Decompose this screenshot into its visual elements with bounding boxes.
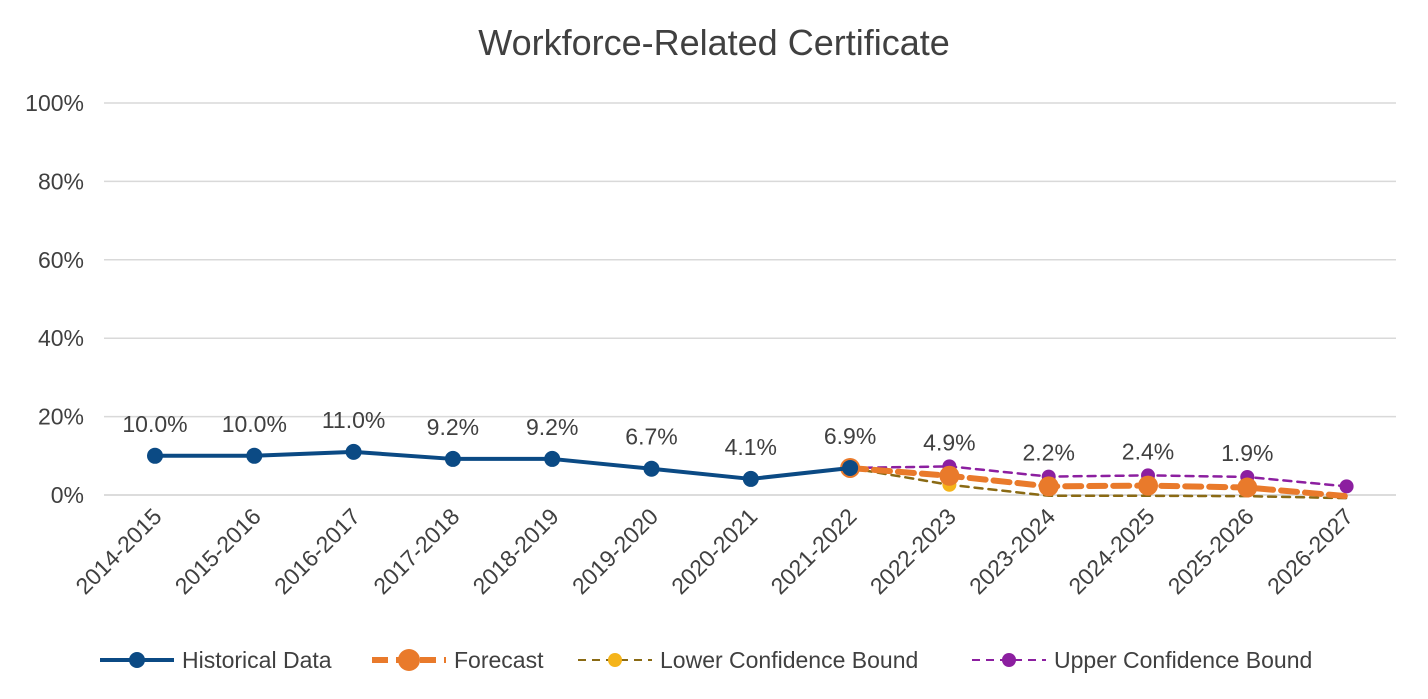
data-point [1138, 475, 1158, 496]
y-tick-label: 20% [38, 404, 84, 430]
data-label: 9.2% [427, 414, 479, 440]
data-point [1038, 476, 1059, 497]
legend-marker-forecast [372, 649, 446, 671]
y-tick-label: 60% [38, 247, 84, 273]
series-line [153, 449, 853, 481]
data-label: 2.2% [1022, 440, 1074, 466]
data-point [345, 443, 362, 460]
data-label: 10.0% [222, 411, 287, 437]
x-tick-label: 2016-2017 [269, 503, 365, 599]
x-tick-label: 2025-2026 [1163, 503, 1259, 599]
series-line [847, 464, 1350, 500]
legend-item-forecast: Forecast [370, 640, 543, 680]
data-label: 11.0% [322, 407, 386, 433]
data-label: 10.0% [122, 411, 187, 437]
y-tick-label: 40% [38, 325, 84, 351]
y-axis-tick-labels: 0% 20% 40% 60% 80% 100% [25, 90, 84, 508]
data-label: 4.9% [923, 429, 975, 455]
x-tick-label: 2015-2016 [170, 503, 266, 599]
y-tick-label: 80% [38, 168, 84, 194]
x-tick-label: 2023-2024 [964, 503, 1060, 599]
legend-marker-historical [100, 652, 174, 668]
legend-label-historical: Historical Data [182, 646, 332, 673]
legend-marker-lower-bound [578, 653, 652, 667]
data-point [1339, 479, 1354, 494]
data-point [643, 460, 660, 477]
legend-item-historical: Historical Data [98, 640, 332, 680]
data-label: 1.9% [1221, 440, 1273, 466]
x-tick-label: 2017-2018 [368, 503, 464, 599]
x-axis-tick-labels: 2014-2015 2015-2016 2016-2017 2017-2018 2018… [70, 503, 1358, 599]
data-label: 2.4% [1122, 438, 1174, 464]
gridlines [104, 102, 1396, 496]
legend-item-upper-bound: Upper Confidence Bound [970, 640, 1312, 680]
data-point [1237, 477, 1258, 498]
x-tick-label: 2019-2020 [567, 503, 663, 599]
data-point [544, 450, 561, 467]
data-label: 6.9% [824, 423, 876, 449]
data-point [842, 459, 859, 476]
x-tick-label: 2014-2015 [70, 503, 166, 599]
x-tick-label: 2020-2021 [666, 503, 762, 599]
data-label: 6.7% [625, 424, 677, 450]
data-point [444, 450, 461, 467]
x-tick-label: 2022-2023 [865, 503, 961, 599]
data-point [246, 447, 263, 464]
series-line [848, 466, 1348, 500]
series-lines [147, 443, 1354, 500]
x-tick-label: 2024-2025 [1063, 503, 1159, 599]
legend-marker-upper-bound [972, 653, 1046, 667]
legend-label-forecast: Forecast [454, 646, 544, 673]
data-label: 4.1% [725, 434, 777, 460]
line-chart: 0%20%40%60%80%100% 2014-2015 2015-2016 201… [25, 90, 1396, 599]
y-tick-label: 0% [51, 482, 84, 508]
legend-label-lower-bound: Lower Confidence Bound [660, 646, 919, 673]
data-labels: 10.0% 10.0% 11.0% 9.2% 9.2% 6.7% 4.1% 6.9% 4.9% 2… [122, 407, 1273, 466]
chart-title: Workforce-Related Certificate [478, 22, 950, 63]
data-point [939, 465, 960, 486]
legend-item-lower-bound: Lower Confidence Bound [576, 640, 918, 680]
y-tick-label: 100% [25, 90, 84, 116]
x-tick-label: 2018-2019 [468, 503, 564, 599]
legend: Historical Data Forecast Lower Confidenc… [0, 640, 1428, 680]
legend-label-upper-bound: Upper Confidence Bound [1054, 646, 1313, 673]
series-historical-data [147, 443, 859, 487]
x-tick-label: 2026-2027 [1262, 503, 1358, 599]
series-line [848, 465, 1348, 488]
data-label: 9.2% [526, 414, 578, 440]
data-point [147, 447, 163, 464]
x-tick-label: 2021-2022 [765, 503, 861, 599]
data-point [742, 470, 759, 487]
